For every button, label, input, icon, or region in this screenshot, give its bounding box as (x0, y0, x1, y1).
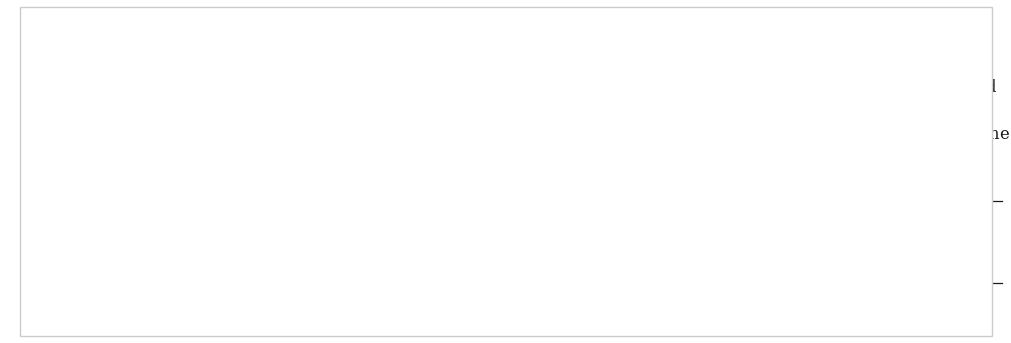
Text: g Ce: g Ce (927, 262, 963, 280)
Text: 326.13 g/mol) was dissolved in water. The solution was titrated with KIO$_3$, pr: 326.13 g/mol) was dissolved in water. Th… (40, 77, 997, 98)
Text: A 0.5086 g solid sample containing a mixture of LaCl$_3$ (molar mass = 245.26 g/: A 0.5086 g solid sample containing a mix… (40, 31, 982, 52)
FancyBboxPatch shape (207, 181, 885, 221)
FancyBboxPatch shape (207, 263, 885, 303)
Text: g sample: g sample (909, 286, 982, 304)
Text: fraction of La and Ce in the sample.: fraction of La and Ce in the sample. (40, 170, 339, 187)
Text: mass fraction Ce:: mass fraction Ce: (35, 274, 181, 292)
Text: Ce(IO$_3$)$_3$. For the complete titration of both La$^{3+}$ and Ce$^{3+}$, 44.4: Ce(IO$_3$)$_3$. For the complete titrati… (40, 123, 1011, 146)
Text: g sample: g sample (909, 204, 982, 221)
Text: g La: g La (927, 180, 963, 197)
Text: mass fraction La:: mass fraction La: (35, 192, 179, 209)
